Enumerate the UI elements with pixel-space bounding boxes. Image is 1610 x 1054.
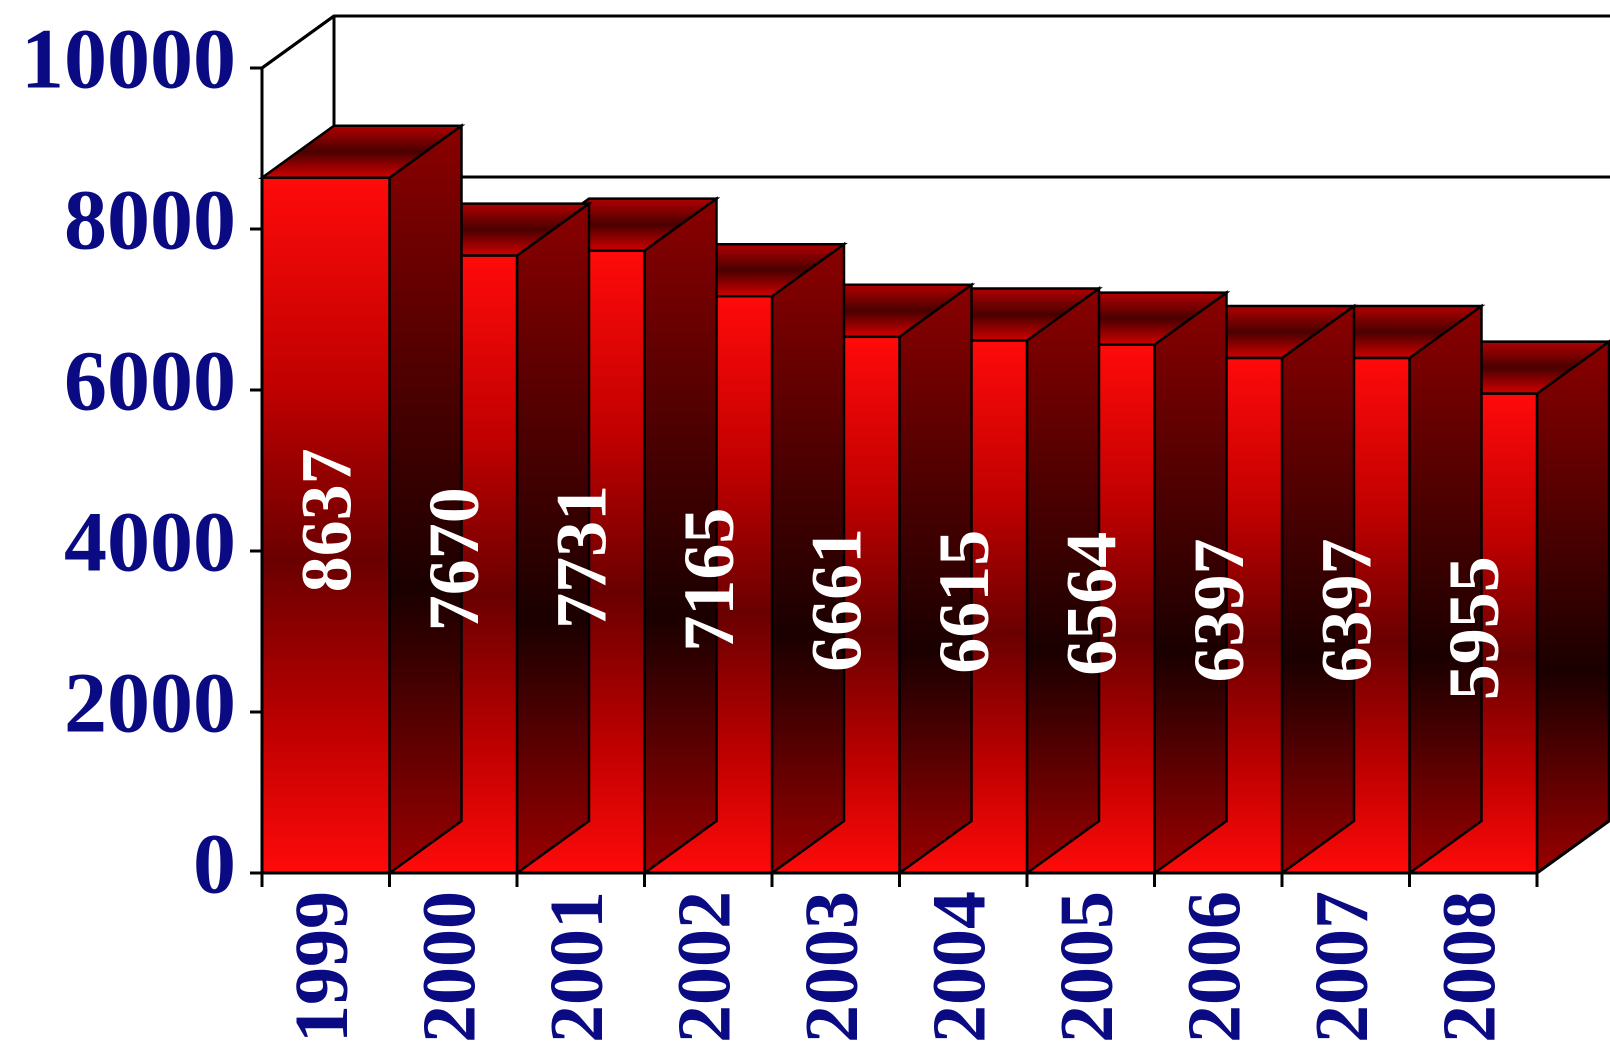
x-axis-depth-edge — [1536, 819, 1610, 875]
y-tick-label: 8000 — [64, 172, 236, 268]
x-tick-label-2000: 2000 — [408, 891, 492, 1043]
data-label-2007: 6397 — [1306, 539, 1386, 683]
y-tick-label: 0 — [193, 816, 236, 912]
bar-1999[interactable] — [258, 123, 466, 876]
data-label-1999: 8637 — [286, 448, 366, 592]
y-tick-label: 6000 — [64, 333, 236, 429]
x-tick-label-2002: 2002 — [663, 891, 747, 1043]
x-tick-label-2008: 2008 — [1428, 891, 1512, 1043]
data-label-2004: 6615 — [924, 530, 1004, 674]
back-wall-top-edge — [261, 14, 1610, 70]
x-tick-label-2007: 2007 — [1300, 891, 1384, 1043]
data-label-2002: 7165 — [669, 508, 749, 652]
x-tick-label-2004: 2004 — [918, 891, 1002, 1043]
y-tick-label: 2000 — [64, 655, 236, 751]
y-tick-label: 4000 — [64, 494, 236, 590]
x-tick-label-2003: 2003 — [790, 891, 874, 1043]
x-tick-label-2001: 2001 — [535, 891, 619, 1043]
data-label-2003: 6661 — [796, 528, 876, 672]
axes-group: 0 2000 4000 6000 8000 10000 1999 2000 2001 2002 20… — [21, 11, 1610, 1043]
bars-group: 8637 7670 7731 7165 6661 6615 6564 6397 6397 5955 — [258, 123, 1610, 876]
data-label-2001: 7731 — [541, 485, 621, 629]
x-tick-label-2005: 2005 — [1045, 891, 1129, 1043]
x-tick-label-2006: 2006 — [1173, 891, 1257, 1043]
y-tick-label: 10000 — [21, 11, 236, 107]
x-tick-label-1999: 1999 — [280, 891, 364, 1043]
data-label-2000: 7670 — [414, 487, 494, 631]
data-label-2005: 6564 — [1051, 532, 1131, 676]
bar-side-2008 — [1535, 339, 1610, 876]
data-label-2006: 6397 — [1179, 539, 1259, 683]
y-axis-top-edge — [261, 14, 335, 70]
data-label-2008: 5955 — [1434, 556, 1514, 700]
